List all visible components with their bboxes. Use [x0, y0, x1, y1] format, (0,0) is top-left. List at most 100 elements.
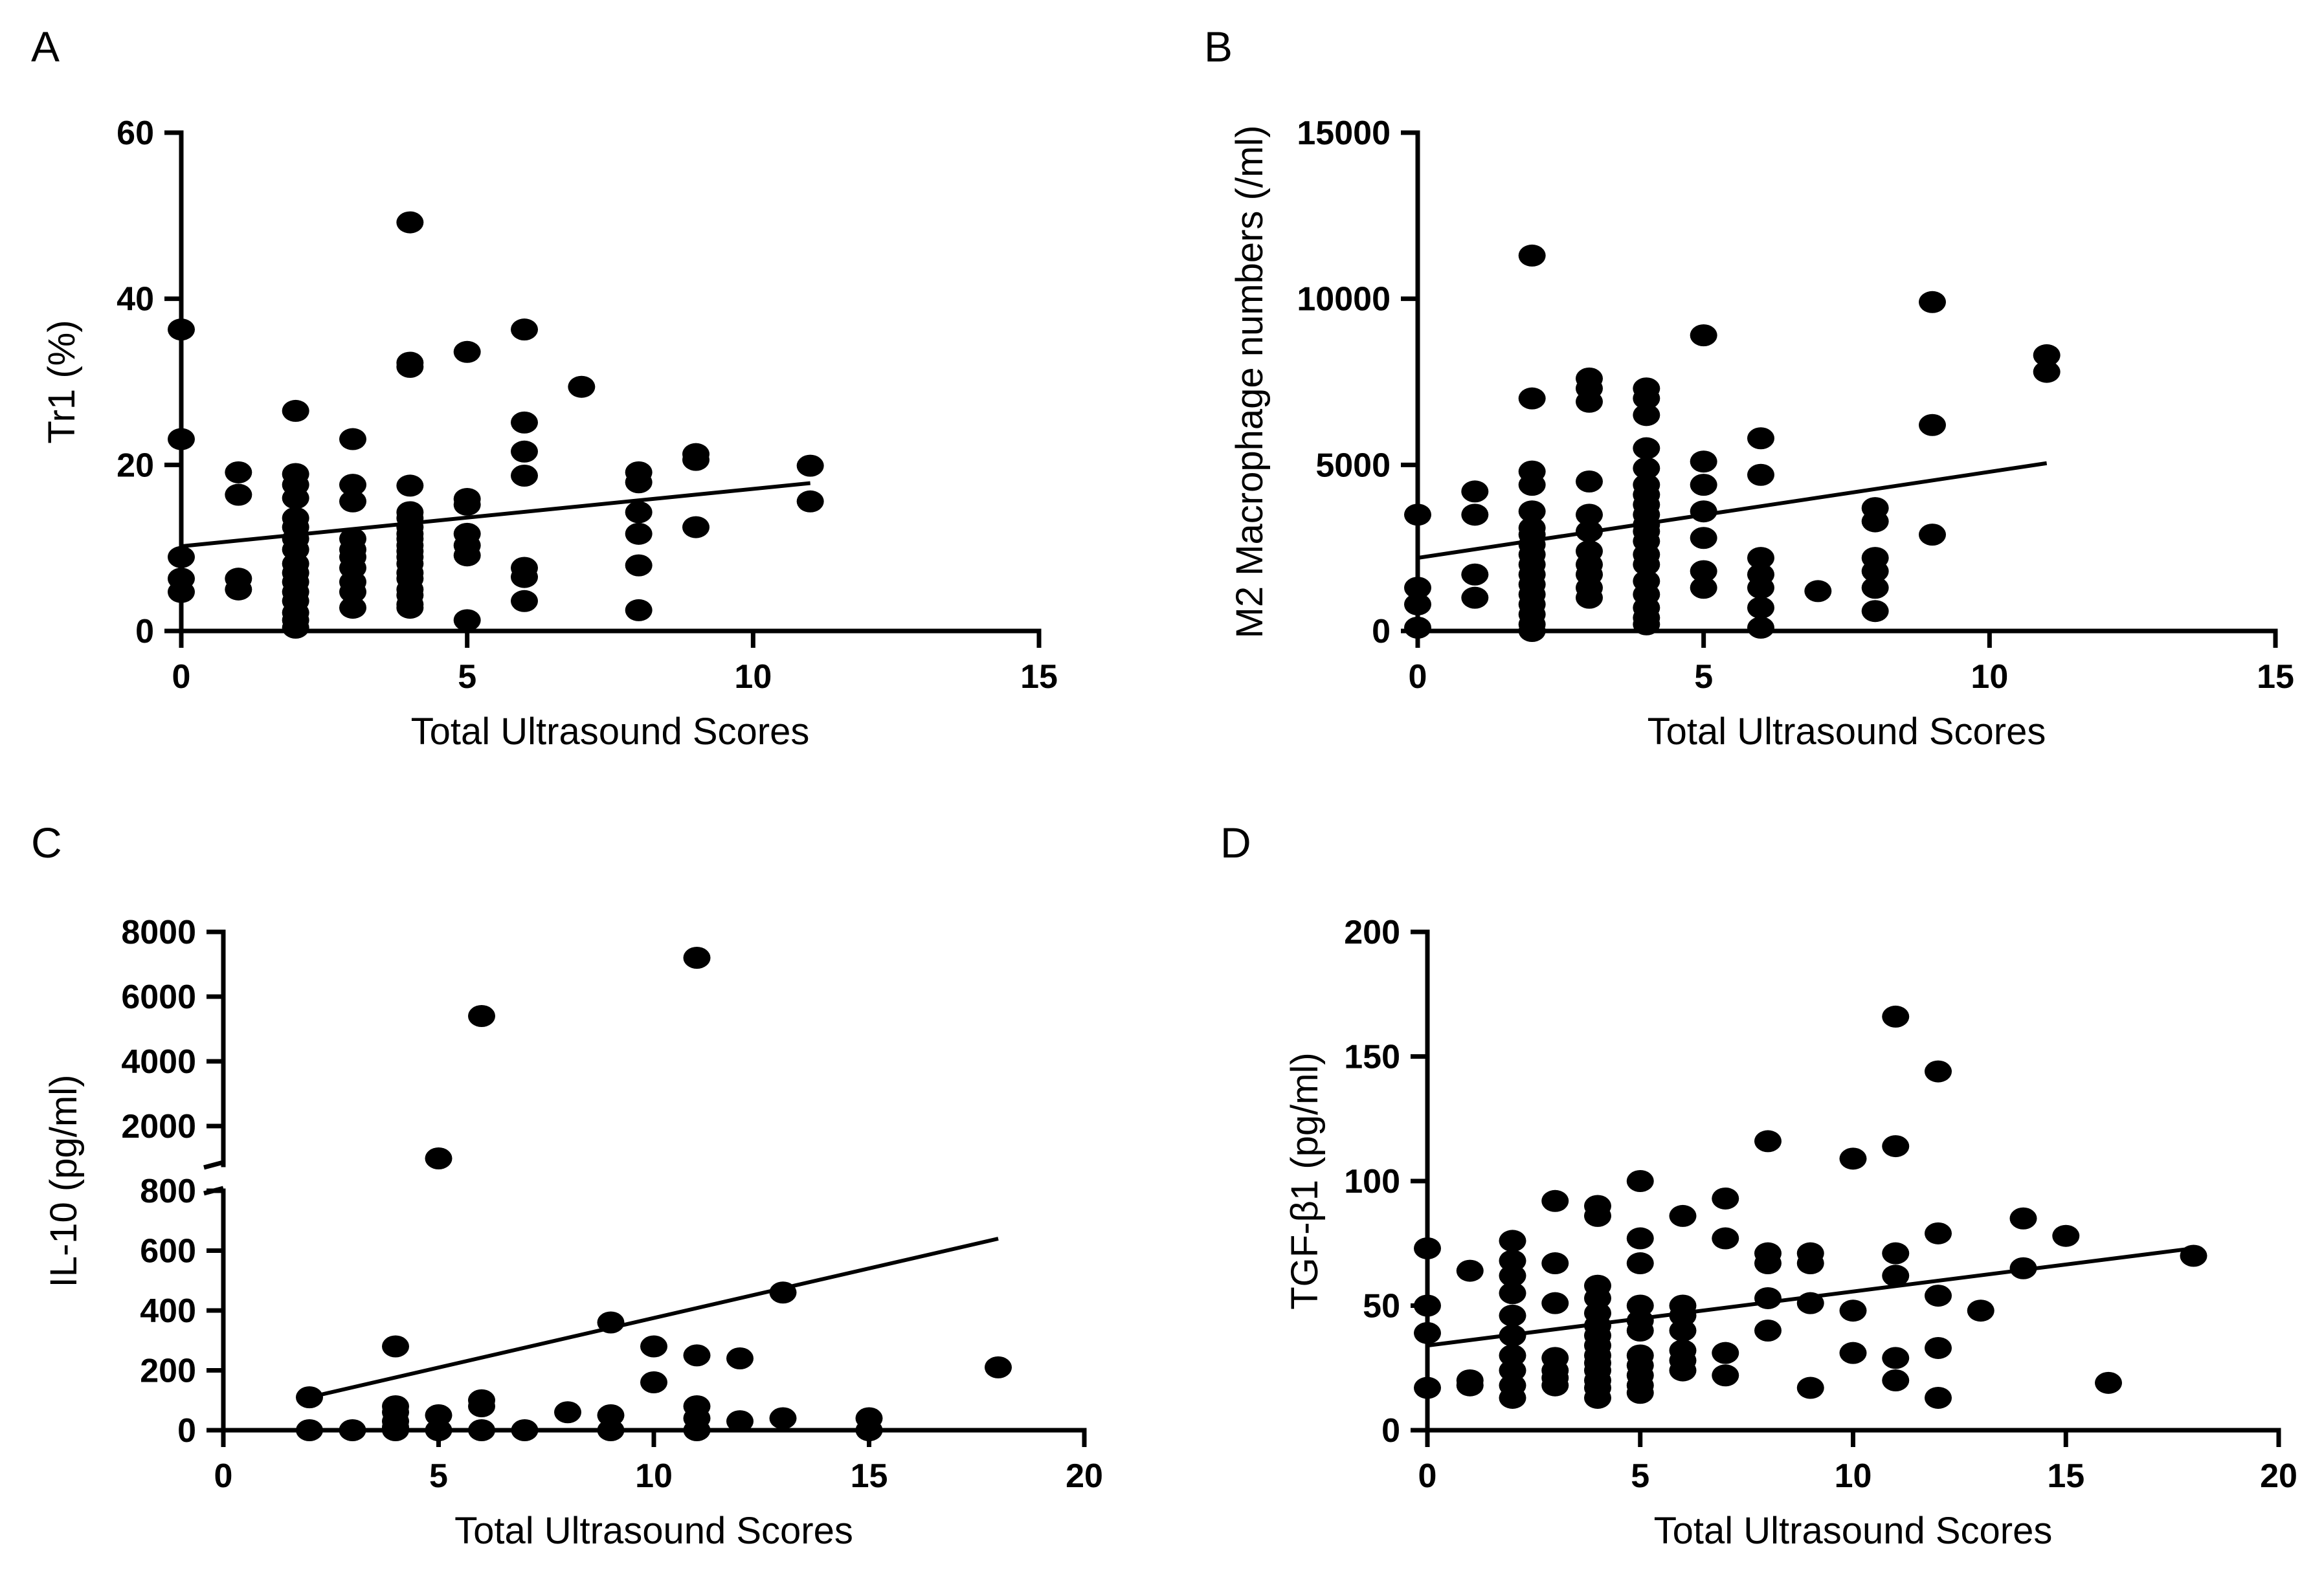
data-point-b: [1747, 463, 1774, 486]
data-point-a: [282, 616, 309, 639]
x-tick-label-b: 15: [2257, 658, 2294, 696]
data-point-a: [168, 546, 195, 568]
data-point-d: [1584, 1386, 1611, 1409]
panel-letter-a: A: [31, 23, 60, 71]
data-point-b: [1633, 387, 1660, 410]
data-point-b: [1461, 563, 1489, 586]
data-point-b: [1633, 437, 1660, 459]
y-axis-label-d: TGF-β1 (pg/ml): [1284, 1052, 1326, 1309]
data-point-b: [1461, 503, 1489, 526]
data-point-a: [625, 501, 653, 524]
data-point-c: [382, 1419, 409, 1441]
data-point-a: [225, 461, 252, 483]
data-point-d: [1882, 1369, 1910, 1391]
x-tick-label-c: 15: [851, 1457, 888, 1495]
data-point-b: [1404, 577, 1431, 599]
data-point-d: [1839, 1147, 1867, 1170]
x-tick-label-d: 15: [2047, 1457, 2084, 1495]
data-point-d: [1925, 1386, 1952, 1409]
data-point-c: [425, 1147, 453, 1169]
data-point-d: [1882, 1265, 1910, 1287]
data-point-d: [1626, 1320, 1654, 1342]
data-point-d: [2052, 1224, 2080, 1247]
x-tick-label-d: 5: [1631, 1457, 1649, 1495]
data-point-b: [1518, 244, 1546, 267]
data-point-b: [1690, 474, 1717, 496]
data-point-c: [597, 1419, 625, 1441]
x-tick-label-b: 0: [1409, 658, 1427, 696]
data-point-d: [1456, 1374, 1484, 1397]
data-point-b: [1919, 524, 1946, 546]
data-point-a: [339, 490, 366, 513]
data-point-d: [1754, 1252, 1782, 1275]
data-point-b: [1747, 547, 1774, 569]
y-tick-label-b: 10000: [1297, 281, 1391, 318]
data-point-b: [1518, 387, 1546, 410]
y-tick-label-c: 4000: [121, 1043, 196, 1081]
data-point-c: [296, 1419, 323, 1441]
panel-b: B 0 5 10 15 0 5000 10000 15000 Total Ultrasound S…: [1204, 23, 2294, 753]
data-point-a: [339, 428, 366, 450]
y-tick-label-c: 0: [177, 1412, 196, 1450]
data-point-d: [1925, 1285, 1952, 1307]
data-point-c: [468, 1005, 495, 1027]
data-point-a: [282, 487, 309, 509]
data-point-d: [1796, 1252, 1824, 1275]
data-point-c: [683, 947, 711, 969]
data-point-c: [640, 1335, 667, 1358]
y-tick-label-c: 600: [140, 1233, 196, 1270]
data-point-b: [1404, 616, 1431, 639]
data-point-d: [1414, 1237, 1441, 1259]
data-point-b: [1576, 503, 1603, 526]
x-tick-label-d: 0: [1418, 1457, 1437, 1495]
data-point-b: [1690, 450, 1717, 473]
panel-letter-d: D: [1220, 819, 1251, 867]
data-point-b: [2033, 360, 2061, 383]
data-point-d: [1925, 1222, 1952, 1244]
data-point-b: [1747, 616, 1774, 639]
data-point-c: [554, 1401, 581, 1424]
data-point-d: [1584, 1204, 1611, 1227]
data-point-d: [1712, 1364, 1739, 1387]
data-point-c: [382, 1335, 409, 1358]
x-tick-label-a: 15: [1020, 658, 1058, 696]
data-point-c: [468, 1419, 495, 1441]
data-point-b: [1404, 503, 1431, 526]
data-point-a: [396, 355, 424, 378]
y-tick-label-c: 200: [140, 1353, 196, 1390]
x-tick-label-c: 0: [214, 1457, 233, 1495]
data-point-b: [1747, 577, 1774, 599]
data-point-b: [1919, 291, 1946, 313]
data-point-d: [1669, 1320, 1697, 1342]
data-point-b: [1690, 324, 1717, 347]
x-tick-label-d: 20: [2260, 1457, 2297, 1495]
data-point-d: [1499, 1304, 1526, 1327]
data-point-c: [511, 1419, 539, 1441]
data-point-d: [1669, 1204, 1697, 1227]
data-point-a: [511, 411, 538, 434]
data-point-a: [339, 474, 366, 496]
data-point-d: [1626, 1382, 1654, 1404]
data-point-c: [726, 1410, 754, 1433]
data-point-c: [726, 1347, 754, 1369]
data-point-b: [1518, 474, 1546, 496]
data-point-b: [1633, 553, 1660, 576]
y-tick-label-b: 15000: [1297, 115, 1391, 152]
data-point-a: [682, 448, 709, 471]
data-point-c: [683, 1344, 711, 1367]
data-point-d: [1541, 1189, 1569, 1212]
y-axis-label-a: Tr1 (%): [41, 320, 83, 443]
data-point-c: [855, 1419, 883, 1441]
x-axis-label-d: Total Ultrasound Scores: [1654, 1510, 2053, 1552]
data-point-b: [1633, 613, 1660, 636]
panel-c: C0 5 10 15 2002004006008002000400060008000To…: [31, 819, 1103, 1552]
regression-line-a: [181, 481, 810, 549]
data-point-a: [168, 318, 195, 341]
data-point-b: [1690, 577, 1717, 599]
data-point-d: [1712, 1342, 1739, 1364]
data-point-d: [1712, 1187, 1739, 1210]
data-point-a: [396, 597, 424, 619]
y-tick-label-d: 200: [1344, 914, 1400, 951]
data-point-d: [1541, 1292, 1569, 1314]
y-tick-label-c: 2000: [121, 1108, 196, 1145]
